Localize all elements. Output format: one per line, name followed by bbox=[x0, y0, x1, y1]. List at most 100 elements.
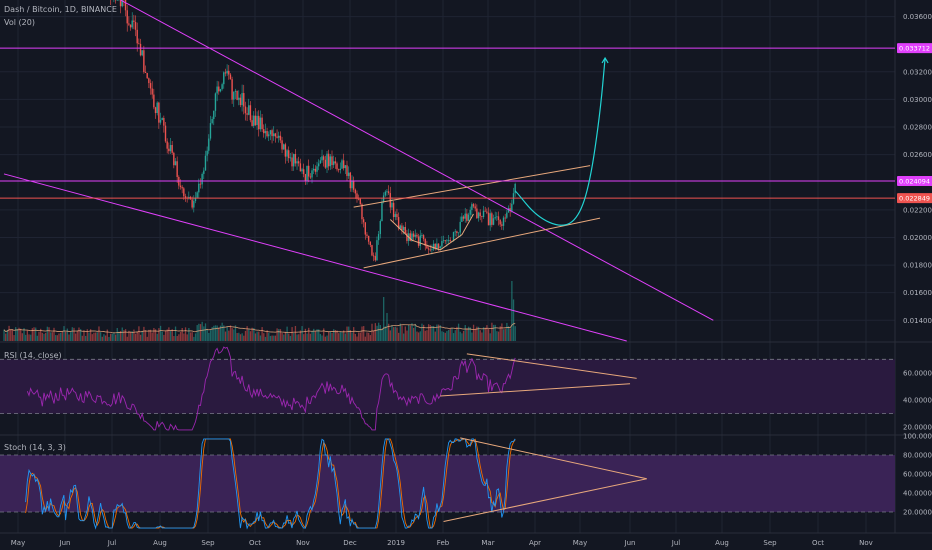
candle-body bbox=[304, 174, 307, 181]
price-level-badge-label: 0.022849 bbox=[899, 195, 930, 203]
volume-bar bbox=[119, 330, 122, 341]
stoch-title[interactable]: Stoch (14, 3, 3) bbox=[4, 443, 66, 452]
candle-body bbox=[228, 70, 230, 75]
candle-body bbox=[156, 102, 158, 114]
candle-body bbox=[452, 232, 455, 242]
candle-body bbox=[486, 211, 488, 213]
candle-body bbox=[246, 113, 248, 115]
volume-bar bbox=[88, 332, 90, 341]
volume-bar bbox=[447, 329, 450, 341]
candle-body bbox=[464, 213, 466, 219]
volume-bar bbox=[15, 327, 17, 341]
volume-bar bbox=[38, 331, 40, 341]
volume-bar bbox=[456, 326, 458, 341]
volume-bar bbox=[238, 332, 240, 341]
candle-body bbox=[502, 217, 505, 226]
volume-bar bbox=[341, 332, 343, 341]
volume-bar bbox=[206, 329, 208, 341]
volume-bar bbox=[26, 330, 29, 341]
candle-body bbox=[148, 78, 150, 84]
volume-bar bbox=[494, 324, 496, 341]
candle-body bbox=[484, 210, 486, 212]
candle-body bbox=[412, 233, 415, 237]
candle-body bbox=[124, 0, 127, 11]
candle-body bbox=[386, 191, 388, 193]
volume-title[interactable]: Vol (20) bbox=[4, 18, 35, 27]
volume-bar bbox=[251, 327, 253, 341]
rsi-tick-label: 40.0000 bbox=[903, 397, 932, 405]
volume-bar bbox=[48, 327, 50, 341]
volume-bar bbox=[23, 328, 25, 341]
volume-bar bbox=[244, 330, 247, 341]
volume-bar bbox=[299, 330, 302, 341]
price-level-badge bbox=[897, 193, 932, 204]
x-tick-label: Feb bbox=[437, 539, 450, 547]
volume-bar bbox=[334, 329, 337, 341]
candle-body bbox=[394, 214, 396, 218]
volume-bar bbox=[348, 326, 350, 341]
candle-body bbox=[274, 133, 277, 137]
volume-bar bbox=[328, 331, 330, 341]
volume-bar bbox=[148, 329, 150, 341]
volume-bar bbox=[354, 333, 357, 341]
volume-bar bbox=[198, 323, 200, 341]
candle-body bbox=[231, 79, 233, 100]
volume-bar bbox=[108, 336, 110, 341]
candle-body bbox=[174, 161, 177, 166]
volume-bar bbox=[366, 332, 368, 341]
candle-body bbox=[492, 218, 495, 225]
volume-bar bbox=[269, 335, 272, 341]
candle-body bbox=[349, 172, 352, 189]
candle-body bbox=[396, 214, 398, 218]
volume-bar bbox=[338, 333, 340, 341]
rsi-tick-label: 20.0000 bbox=[903, 424, 932, 432]
volume-bar bbox=[93, 332, 95, 341]
candle-body bbox=[214, 93, 217, 111]
candle-body bbox=[471, 204, 473, 210]
candle-body bbox=[419, 235, 421, 246]
candle-body bbox=[158, 102, 160, 123]
volume-bar bbox=[296, 334, 298, 341]
candle-body bbox=[469, 209, 471, 215]
volume-bar bbox=[231, 328, 233, 341]
volume-bar bbox=[258, 331, 260, 341]
volume-bar bbox=[143, 326, 145, 341]
candle-body bbox=[271, 130, 273, 137]
volume-bar bbox=[444, 332, 446, 341]
volume-bar bbox=[178, 334, 180, 341]
candle-body bbox=[253, 115, 255, 126]
candle-body bbox=[354, 189, 357, 194]
volume-bar bbox=[507, 326, 510, 341]
candle-body bbox=[226, 70, 228, 74]
volume-bar bbox=[129, 331, 132, 341]
volume-bar bbox=[434, 331, 436, 341]
volume-bar bbox=[214, 325, 217, 341]
candle-body bbox=[311, 170, 313, 178]
candle-body bbox=[494, 217, 496, 219]
candle-body bbox=[422, 235, 425, 240]
volume-bar bbox=[294, 325, 297, 341]
volume-bar bbox=[116, 328, 118, 341]
candle-body bbox=[296, 161, 298, 164]
volume-bar bbox=[224, 331, 227, 341]
volume-bar bbox=[388, 323, 390, 341]
x-tick-label: Nov bbox=[296, 539, 310, 547]
volume-bar bbox=[193, 336, 195, 341]
volume-bar bbox=[103, 334, 105, 341]
volume-bar bbox=[61, 331, 63, 341]
volume-bar bbox=[43, 333, 45, 341]
candle-body bbox=[139, 43, 142, 56]
volume-bar bbox=[441, 331, 443, 341]
volume-bar bbox=[6, 329, 9, 341]
candle-body bbox=[206, 150, 208, 156]
volume-bar bbox=[407, 324, 410, 341]
volume-bar bbox=[383, 297, 385, 341]
rsi-title[interactable]: RSI (14, close) bbox=[4, 351, 62, 360]
candle-body bbox=[293, 153, 295, 167]
symbol-title[interactable]: Dash / Bitcoin, 1D, BINANCE bbox=[4, 5, 117, 14]
